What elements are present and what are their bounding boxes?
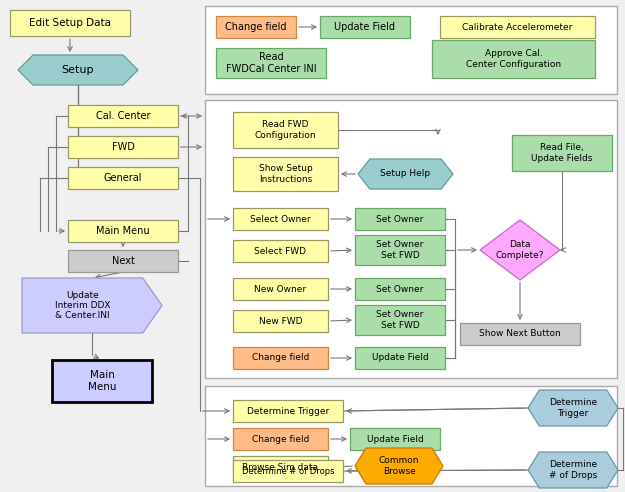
Polygon shape xyxy=(528,390,618,426)
Text: Main
Menu: Main Menu xyxy=(88,370,116,392)
FancyBboxPatch shape xyxy=(233,400,343,422)
FancyBboxPatch shape xyxy=(355,208,445,230)
Text: Change field: Change field xyxy=(225,22,287,32)
FancyBboxPatch shape xyxy=(460,323,580,345)
Text: Read File,
Update Fields: Read File, Update Fields xyxy=(531,143,592,163)
Text: Show Setup
Instructions: Show Setup Instructions xyxy=(259,164,312,184)
Text: Show Next Button: Show Next Button xyxy=(479,330,561,338)
FancyBboxPatch shape xyxy=(216,16,296,38)
FancyBboxPatch shape xyxy=(233,208,328,230)
Text: Main Menu: Main Menu xyxy=(96,226,150,236)
Text: Set Owner: Set Owner xyxy=(376,284,424,294)
FancyBboxPatch shape xyxy=(68,136,178,158)
FancyBboxPatch shape xyxy=(355,305,445,335)
FancyBboxPatch shape xyxy=(233,240,328,262)
Text: Read
FWDCal Center INI: Read FWDCal Center INI xyxy=(226,52,316,74)
Text: General: General xyxy=(104,173,142,183)
FancyBboxPatch shape xyxy=(68,167,178,189)
Text: Determine Trigger: Determine Trigger xyxy=(247,406,329,416)
Text: Edit Setup Data: Edit Setup Data xyxy=(29,18,111,28)
Text: New FWD: New FWD xyxy=(259,316,302,326)
Text: Set Owner: Set Owner xyxy=(376,215,424,223)
FancyBboxPatch shape xyxy=(432,40,595,78)
Text: Calibrate Accelerometer: Calibrate Accelerometer xyxy=(462,23,572,31)
Polygon shape xyxy=(480,220,560,280)
Text: New Owner: New Owner xyxy=(254,284,307,294)
Text: Set Owner
Set FWD: Set Owner Set FWD xyxy=(376,240,424,260)
Text: Browse Sim data: Browse Sim data xyxy=(242,462,319,471)
FancyBboxPatch shape xyxy=(350,428,440,450)
FancyBboxPatch shape xyxy=(205,6,617,94)
Polygon shape xyxy=(528,452,618,488)
Text: Determine
# of Drops: Determine # of Drops xyxy=(549,461,597,480)
Text: Update Field: Update Field xyxy=(367,434,423,443)
FancyBboxPatch shape xyxy=(233,157,338,191)
FancyBboxPatch shape xyxy=(512,135,612,171)
Text: Set Owner
Set FWD: Set Owner Set FWD xyxy=(376,310,424,330)
Text: Next: Next xyxy=(112,256,134,266)
FancyBboxPatch shape xyxy=(233,278,328,300)
Text: Data
Complete?: Data Complete? xyxy=(496,240,544,260)
Text: Common
Browse: Common Browse xyxy=(379,456,419,476)
FancyBboxPatch shape xyxy=(355,278,445,300)
FancyBboxPatch shape xyxy=(10,10,130,36)
FancyBboxPatch shape xyxy=(205,386,617,486)
Text: Approve Cal.
Center Configuration: Approve Cal. Center Configuration xyxy=(466,49,561,69)
Text: Select FWD: Select FWD xyxy=(254,246,306,255)
Text: Cal. Center: Cal. Center xyxy=(96,111,150,121)
Text: Setup Help: Setup Help xyxy=(381,170,431,179)
Text: Determine # of Drops: Determine # of Drops xyxy=(242,466,334,475)
Text: Read FWD
Configuration: Read FWD Configuration xyxy=(255,121,316,140)
FancyBboxPatch shape xyxy=(68,220,178,242)
FancyBboxPatch shape xyxy=(205,100,617,378)
FancyBboxPatch shape xyxy=(440,16,595,38)
FancyBboxPatch shape xyxy=(233,460,343,482)
Polygon shape xyxy=(358,159,453,189)
Text: Determine
Trigger: Determine Trigger xyxy=(549,399,597,418)
Text: Setup: Setup xyxy=(62,65,94,75)
Polygon shape xyxy=(18,55,138,85)
Text: Select Owner: Select Owner xyxy=(250,215,311,223)
FancyBboxPatch shape xyxy=(355,235,445,265)
Polygon shape xyxy=(22,278,162,333)
FancyBboxPatch shape xyxy=(320,16,410,38)
FancyBboxPatch shape xyxy=(233,347,328,369)
FancyBboxPatch shape xyxy=(233,428,328,450)
Polygon shape xyxy=(355,448,443,484)
FancyBboxPatch shape xyxy=(68,105,178,127)
FancyBboxPatch shape xyxy=(52,360,152,402)
Text: FWD: FWD xyxy=(112,142,134,152)
Text: Update Field: Update Field xyxy=(372,353,428,363)
FancyBboxPatch shape xyxy=(68,250,178,272)
FancyBboxPatch shape xyxy=(233,310,328,332)
FancyBboxPatch shape xyxy=(233,112,338,148)
Text: Update
Interim DDX
& Center.INI: Update Interim DDX & Center.INI xyxy=(54,291,110,320)
Text: Change field: Change field xyxy=(252,434,309,443)
Text: Change field: Change field xyxy=(252,353,309,363)
FancyBboxPatch shape xyxy=(355,347,445,369)
FancyBboxPatch shape xyxy=(216,48,326,78)
Text: Update Field: Update Field xyxy=(334,22,396,32)
FancyBboxPatch shape xyxy=(233,456,328,478)
